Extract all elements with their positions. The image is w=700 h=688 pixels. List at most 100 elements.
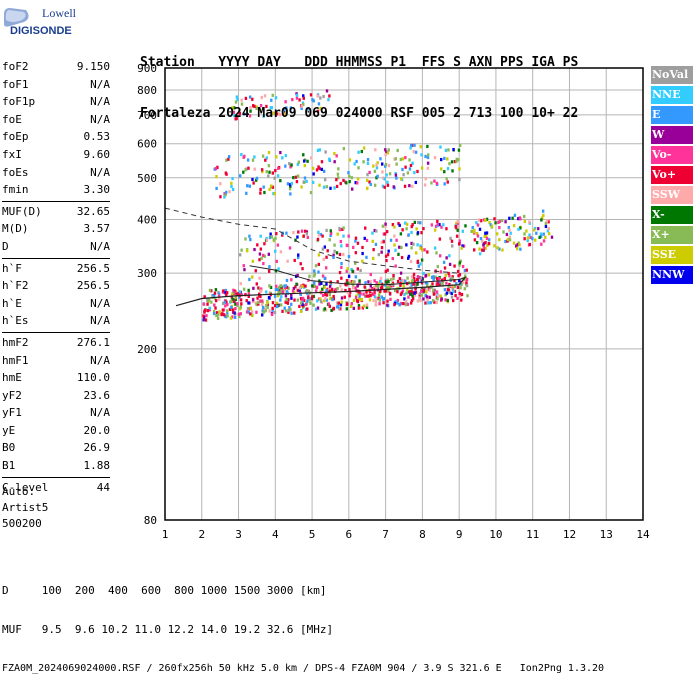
data-point (414, 180, 418, 185)
param-key: foE (2, 112, 22, 126)
data-point (358, 297, 361, 301)
data-point (274, 269, 278, 273)
data-point (274, 96, 278, 100)
param-row: M(D) 3.57 (2, 220, 110, 238)
param-key: foEp (2, 130, 29, 144)
data-point (283, 284, 286, 288)
data-point (472, 230, 475, 234)
param-value: N/A (90, 406, 110, 420)
data-point (262, 310, 266, 314)
data-point (257, 286, 260, 290)
data-point (336, 232, 339, 236)
param-key: h`Es (2, 314, 29, 328)
data-point (398, 223, 401, 227)
data-point (386, 299, 389, 303)
data-point (517, 227, 520, 231)
data-point (419, 276, 423, 280)
data-point (261, 253, 265, 258)
data-point (213, 293, 216, 297)
data-point (311, 166, 315, 170)
data-point (398, 245, 401, 249)
data-point (302, 298, 306, 302)
param-row: yF2 23.6 (2, 387, 110, 405)
data-point (352, 298, 356, 302)
data-point (288, 183, 292, 187)
data-point (481, 239, 484, 243)
data-point (251, 298, 255, 302)
data-point (342, 147, 346, 151)
data-point (403, 297, 406, 301)
data-point (306, 307, 309, 311)
data-point (280, 295, 283, 299)
data-point (289, 165, 292, 169)
data-point (482, 248, 485, 252)
data-point (279, 284, 283, 288)
data-point (363, 294, 367, 298)
data-point (270, 235, 274, 239)
data-point (293, 298, 296, 302)
data-point (435, 277, 439, 281)
x-tick-label: 8 (419, 528, 426, 541)
param-key: foF1 (2, 77, 29, 91)
data-point (248, 114, 252, 118)
ionogram-chart: 1 2 3 4 5 6 7 8 9 10 11 12 13 14802003004005006007008… (137, 62, 650, 541)
data-point (405, 243, 408, 247)
data-point (248, 95, 252, 99)
data-point (404, 279, 407, 283)
data-point (228, 190, 231, 194)
data-point (311, 295, 314, 299)
data-point (212, 311, 216, 316)
data-point (419, 244, 422, 248)
data-point (413, 171, 416, 175)
lowell-digisonde-logo: Lowell DIGISONDE (4, 6, 77, 37)
data-point (434, 275, 437, 279)
data-point (398, 302, 401, 306)
data-point (240, 102, 244, 106)
data-point (293, 258, 296, 263)
param-key: h`F2 (2, 279, 29, 293)
data-point (424, 301, 427, 305)
legend-item: X+ (651, 226, 693, 244)
data-point (301, 284, 304, 288)
data-point (238, 307, 242, 311)
data-point (263, 94, 267, 98)
data-point (481, 248, 484, 252)
data-point (351, 280, 355, 284)
param-separator (2, 257, 110, 259)
data-point (418, 293, 421, 298)
data-point (445, 256, 448, 260)
data-point (237, 312, 241, 316)
data-point (406, 256, 410, 260)
data-point (409, 163, 413, 168)
data-point (423, 248, 426, 252)
param-row: hmF1 N/A (2, 352, 110, 370)
data-point (399, 283, 402, 287)
data-point (247, 166, 250, 170)
data-point (327, 98, 330, 102)
data-point (372, 248, 375, 252)
data-point (448, 274, 451, 278)
data-point (337, 301, 340, 305)
data-point (346, 281, 349, 285)
data-point (412, 276, 416, 280)
data-point (328, 304, 331, 308)
data-point (259, 289, 263, 293)
data-point (311, 284, 314, 288)
data-point (440, 297, 443, 301)
data-point (445, 291, 449, 295)
data-point (384, 254, 388, 258)
data-point (432, 288, 435, 292)
data-point (396, 148, 399, 153)
data-point (424, 281, 428, 285)
data-point (292, 286, 296, 291)
data-point (309, 191, 313, 195)
data-point (342, 252, 345, 257)
data-point (232, 298, 236, 302)
data-point (320, 160, 324, 164)
data-point (279, 250, 283, 254)
data-point (255, 106, 258, 110)
data-point (287, 298, 290, 302)
data-point (419, 298, 422, 303)
data-point (399, 271, 403, 275)
param-row: hmE 110.0 (2, 369, 110, 387)
